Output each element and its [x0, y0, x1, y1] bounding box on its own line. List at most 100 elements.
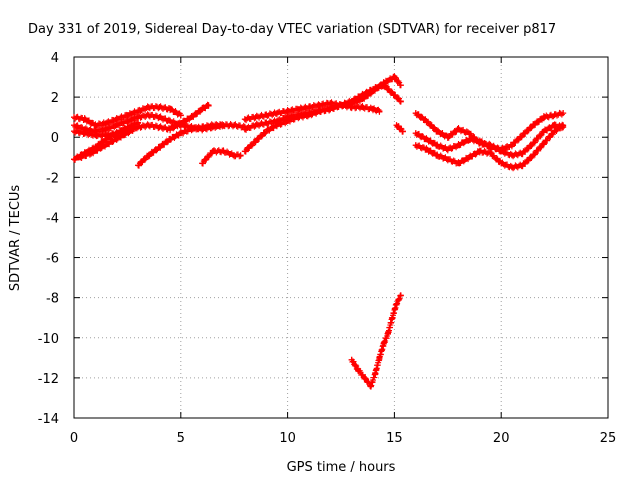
data-point	[252, 138, 259, 145]
series-trace-l	[348, 292, 404, 390]
data-point	[305, 104, 312, 111]
series-trace-m	[412, 121, 567, 172]
data-point	[384, 330, 391, 337]
data-point	[241, 126, 248, 133]
series-trace-f	[135, 121, 227, 169]
data-point	[231, 122, 238, 129]
data-point	[71, 122, 77, 129]
data-point	[397, 98, 404, 105]
data-point	[92, 132, 99, 139]
data-point	[389, 314, 396, 321]
data-point	[444, 146, 451, 153]
data-point	[156, 124, 163, 131]
data-point	[434, 152, 441, 159]
data-point	[397, 292, 404, 299]
data-point	[156, 114, 163, 121]
data-point	[316, 102, 323, 109]
data-point	[284, 114, 291, 121]
data-point	[145, 152, 152, 159]
data-point	[103, 120, 110, 127]
data-point	[220, 122, 227, 129]
y-tick-label: -4	[46, 211, 59, 226]
data-point	[98, 144, 105, 151]
data-point	[103, 136, 110, 143]
data-point	[316, 108, 323, 115]
data-point	[237, 152, 244, 159]
data-point	[370, 86, 377, 93]
data-point	[167, 106, 174, 113]
data-point	[348, 356, 355, 363]
data-point	[455, 142, 462, 149]
x-tick-label: 25	[600, 431, 617, 446]
y-tick-label: -2	[46, 171, 59, 186]
data-point	[71, 156, 77, 163]
data-point	[231, 152, 238, 159]
data-point	[135, 120, 142, 127]
data-point	[399, 128, 406, 135]
series-trace-k	[393, 122, 406, 135]
series-markers	[348, 292, 404, 390]
data-point	[71, 114, 77, 121]
series-markers	[199, 147, 244, 167]
data-point	[145, 112, 152, 119]
data-point	[167, 126, 174, 133]
data-point	[156, 104, 163, 111]
data-point	[199, 106, 206, 113]
data-point	[397, 82, 404, 89]
series-trace-i	[241, 81, 404, 133]
x-tick-label: 10	[279, 431, 296, 446]
data-point	[109, 138, 116, 145]
data-point	[498, 160, 505, 167]
y-tick-label: 2	[51, 91, 59, 106]
data-point	[423, 118, 430, 125]
data-point	[77, 154, 84, 161]
data-point	[348, 98, 355, 105]
data-point	[367, 382, 374, 389]
data-point	[120, 132, 127, 139]
data-point	[434, 142, 441, 149]
data-point	[81, 130, 88, 137]
data-point	[338, 102, 344, 109]
data-point	[124, 112, 131, 119]
x-tick-label: 0	[70, 431, 78, 446]
data-point	[487, 142, 494, 149]
data-point	[188, 114, 195, 121]
data-point	[376, 108, 383, 115]
data-point	[113, 130, 120, 137]
data-point	[124, 118, 131, 125]
data-point	[252, 114, 259, 121]
data-point	[209, 122, 216, 129]
y-tick-label: -6	[46, 252, 59, 267]
data-point	[284, 108, 291, 115]
data-point	[199, 160, 206, 167]
data-point	[355, 366, 362, 373]
series-trace-g	[199, 147, 244, 167]
data-point	[540, 140, 547, 147]
data-point	[393, 300, 400, 307]
data-point	[263, 120, 270, 127]
data-point	[391, 92, 398, 99]
data-point	[145, 122, 152, 129]
data-point	[508, 164, 515, 171]
data-point	[466, 130, 473, 137]
data-point	[466, 154, 473, 161]
y-tick-label: -10	[38, 332, 59, 347]
data-point	[376, 354, 383, 361]
data-point	[560, 124, 567, 131]
data-point	[113, 122, 120, 129]
data-point	[81, 116, 88, 123]
data-point	[434, 128, 441, 135]
data-point	[498, 148, 505, 155]
data-point	[372, 370, 379, 377]
data-point	[508, 142, 515, 149]
data-points	[71, 73, 567, 390]
y-tick-label: -12	[38, 372, 59, 387]
data-point	[327, 106, 334, 113]
data-point	[412, 142, 419, 149]
data-point	[273, 110, 280, 117]
y-tick-label: -8	[46, 292, 59, 307]
data-point	[145, 104, 152, 111]
data-point	[92, 122, 99, 129]
data-point	[156, 144, 163, 151]
data-point	[551, 112, 558, 119]
